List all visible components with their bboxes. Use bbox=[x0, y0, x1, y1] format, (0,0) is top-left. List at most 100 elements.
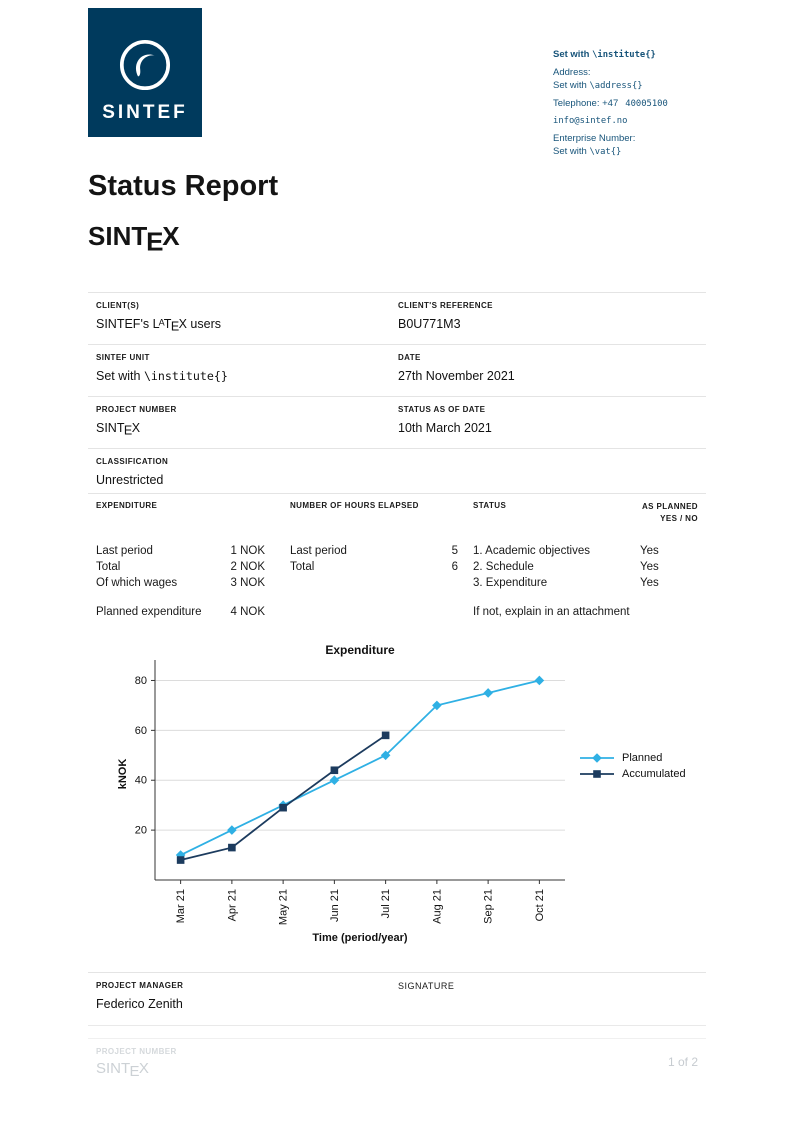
header-status: STATUS bbox=[473, 501, 507, 510]
institute-prefix: Set with bbox=[553, 49, 593, 60]
status-note: If not, explain in an attachment bbox=[473, 606, 630, 618]
field-row-client: CLIENT(S) SINTEF's LATEX users CLIENT'S … bbox=[88, 292, 706, 344]
status-date-cell: STATUS AS OF DATE 10th March 2021 bbox=[398, 405, 698, 435]
svg-text:Jul 21: Jul 21 bbox=[380, 889, 392, 918]
contact-info: Set with \institute{} Address: Set with … bbox=[553, 48, 768, 163]
header-hours: NUMBER OF HOURS ELAPSED bbox=[290, 501, 419, 510]
institute-code: \institute{} bbox=[592, 50, 656, 60]
project-logo: SINTEX bbox=[88, 221, 180, 257]
svg-text:Mar 21: Mar 21 bbox=[175, 889, 187, 923]
table-row: Of which wages 3 NOK bbox=[96, 577, 265, 589]
status-item: 2. Schedule bbox=[473, 561, 534, 573]
project-number-value: SINTEX bbox=[96, 421, 141, 438]
svg-text:60: 60 bbox=[135, 725, 147, 737]
signature-label: SIGNATURE bbox=[398, 981, 455, 991]
expenditure-amounts-col: Last period 1 NOK Total 2 NOK Of which wag… bbox=[96, 543, 265, 620]
status-item: 1. Academic objectives bbox=[473, 545, 590, 557]
address-code: \address{} bbox=[589, 81, 643, 91]
manager-name: Federico Zenith bbox=[96, 997, 183, 1011]
page-footer: PROJECT NUMBER SINTEX 1 of 2 bbox=[88, 1038, 706, 1085]
manager-row: PROJECT MANAGER Federico Zenith SIGNATUR… bbox=[88, 972, 706, 1026]
page-title: Status Report bbox=[88, 170, 279, 202]
svg-text:May 21: May 21 bbox=[278, 889, 290, 925]
svg-text:Oct 21: Oct 21 bbox=[534, 889, 546, 921]
as-planned-col: Yes Yes Yes bbox=[640, 543, 698, 620]
signature-cell: SIGNATURE bbox=[398, 981, 698, 1011]
table-row: Last period 1 NOK bbox=[96, 545, 265, 557]
unit-label: SINTEF UNIT bbox=[96, 353, 150, 362]
svg-text:Sep 21: Sep 21 bbox=[483, 889, 495, 924]
sintex-e: E bbox=[146, 226, 164, 257]
as-planned-value: Yes bbox=[640, 577, 659, 589]
as-planned-value: Yes bbox=[640, 545, 659, 557]
unit-value-prefix: Set with bbox=[96, 369, 144, 383]
square-marker-icon bbox=[580, 770, 614, 778]
classification-label: CLASSIFICATION bbox=[96, 457, 169, 466]
vat-prefix: Set with bbox=[553, 146, 590, 157]
phone-line: Telephone: +47 40005100 bbox=[553, 97, 768, 111]
status-date-value: 10th March 2021 bbox=[398, 421, 492, 435]
svg-text:kNOK: kNOK bbox=[117, 759, 129, 790]
client-value-pre: SINTEF's bbox=[96, 317, 153, 331]
address-group: Address: Set with \address{} bbox=[553, 66, 768, 93]
table-row: Total 2 NOK bbox=[96, 561, 265, 573]
expenditure-table: EXPENDITURE NUMBER OF HOURS ELAPSED STAT… bbox=[88, 493, 706, 620]
project-number-label: PROJECT NUMBER bbox=[96, 405, 177, 414]
expenditure-header-row: EXPENDITURE NUMBER OF HOURS ELAPSED STAT… bbox=[96, 501, 698, 527]
phone-number: 40005100 bbox=[625, 99, 668, 109]
enterprise-label: Enterprise Number: bbox=[553, 133, 636, 144]
manager-cell: PROJECT MANAGER Federico Zenith bbox=[96, 981, 398, 1011]
classification-value: Unrestricted bbox=[96, 473, 164, 487]
classification-cell: CLASSIFICATION Unrestricted bbox=[96, 457, 398, 487]
metadata-fields: CLIENT(S) SINTEF's LATEX users CLIENT'S … bbox=[88, 292, 706, 500]
sintef-logo-box: SINTEF bbox=[88, 8, 202, 137]
manager-label: PROJECT MANAGER bbox=[96, 981, 184, 990]
phone-label: Telephone: +47 bbox=[553, 98, 619, 109]
table-row: Last period 5 bbox=[290, 545, 458, 557]
expenditure-chart: 20 40 60 80 Mar 21 Apr 21 May 21 Jun 21 Jul 21 Au… bbox=[117, 643, 565, 944]
address-line: Set with \address{} bbox=[553, 79, 768, 93]
address-prefix: Set with bbox=[553, 80, 590, 91]
client-label: CLIENT(S) bbox=[96, 301, 140, 310]
chart-legend: Planned Accumulated bbox=[580, 752, 686, 780]
svg-text:Jun 21: Jun 21 bbox=[329, 889, 341, 922]
svg-text:Expenditure: Expenditure bbox=[325, 643, 395, 657]
sintex-pre: SINT bbox=[88, 221, 148, 251]
vat-line: Set with \vat{} bbox=[553, 145, 768, 159]
table-row: Total 6 bbox=[290, 561, 458, 573]
unit-value: Set with \institute{} bbox=[96, 369, 398, 383]
email-link[interactable]: info@sintef.no bbox=[553, 116, 628, 126]
date-value: 27th November 2021 bbox=[398, 369, 515, 383]
address-label: Address: bbox=[553, 67, 591, 78]
svg-text:Aug 21: Aug 21 bbox=[431, 889, 443, 924]
unit-cell: SINTEF UNIT Set with \institute{} bbox=[96, 353, 398, 383]
legend-item-accumulated: Accumulated bbox=[580, 768, 686, 780]
date-cell: DATE 27th November 2021 bbox=[398, 353, 698, 383]
client-value-post: users bbox=[186, 317, 221, 331]
client-ref-value: B0U771M3 bbox=[398, 317, 461, 331]
page-number: 1 of 2 bbox=[667, 1055, 698, 1069]
svg-text:80: 80 bbox=[135, 675, 147, 687]
header-as-planned: AS PLANNED YES / NO bbox=[641, 502, 698, 523]
client-value: SINTEF's LATEX users bbox=[96, 317, 398, 334]
institute-line: Set with \institute{} bbox=[553, 48, 768, 62]
client-ref-cell: CLIENT'S REFERENCE B0U771M3 bbox=[398, 301, 698, 331]
field-row-unit: SINTEF UNIT Set with \institute{} DATE 2… bbox=[88, 344, 706, 396]
diamond-marker-icon bbox=[580, 753, 614, 763]
date-label: DATE bbox=[398, 353, 421, 362]
field-row-project: PROJECT NUMBER SINTEX STATUS AS OF DATE … bbox=[88, 396, 706, 448]
client-ref-label: CLIENT'S REFERENCE bbox=[398, 301, 493, 310]
hours-col: Last period 5 Total 6 bbox=[290, 543, 458, 620]
vat-code: \vat{} bbox=[589, 147, 622, 157]
sintex-x: X bbox=[162, 221, 180, 251]
client-cell: CLIENT(S) SINTEF's LATEX users bbox=[96, 301, 398, 334]
svg-text:40: 40 bbox=[135, 775, 147, 787]
header-expenditure: EXPENDITURE bbox=[96, 501, 158, 510]
field-row-classification: CLASSIFICATION Unrestricted bbox=[88, 448, 706, 500]
legend-item-planned: Planned bbox=[580, 752, 686, 764]
sintef-logo-text: SINTEF bbox=[102, 102, 188, 123]
svg-text:20: 20 bbox=[135, 825, 147, 837]
unit-value-code: \institute{} bbox=[143, 369, 228, 383]
legend-label: Planned bbox=[622, 752, 663, 764]
